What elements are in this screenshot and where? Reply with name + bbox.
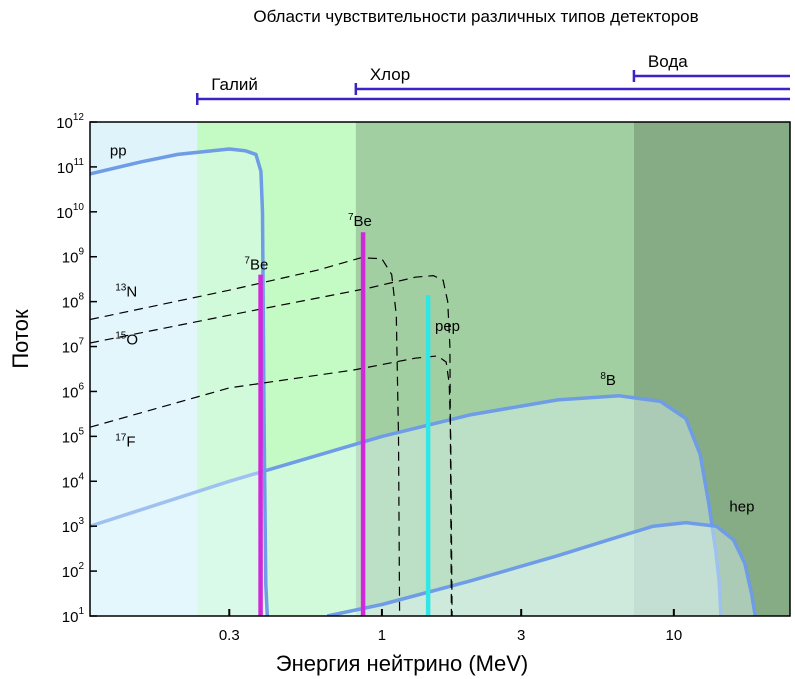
sensitivity-regions [90, 122, 790, 616]
series-label-15o: 15O [115, 331, 138, 349]
y-tick-label: 108 [62, 292, 85, 312]
plot-frame [89, 121, 791, 617]
region-1 [197, 122, 356, 616]
series-pp-fill [90, 149, 268, 616]
series-hep-fill [327, 522, 756, 616]
detector-ranges: Галий Хлор Вода [195, 52, 790, 105]
x-axis-title: Энергия нейтрино (MeV) [276, 651, 528, 676]
y-tick-label: 1010 [56, 202, 84, 222]
y-tick-label: 105 [62, 426, 85, 446]
series-layer [90, 147, 757, 616]
series-hep-line [326, 520, 757, 616]
y-axis-title: Поток [8, 309, 33, 369]
y-tick-label: 109 [62, 247, 85, 267]
detector-label-3: Вода [648, 52, 688, 71]
y-tick-label: 104 [62, 471, 85, 491]
y-tick-label: 103 [62, 516, 85, 536]
region-2 [355, 122, 634, 616]
series-labels: pp 8B hep 13N 15O 17F 7Be 7Be pep [110, 142, 755, 515]
series-label-pp: pp [110, 142, 127, 159]
x-tick-label: 1 [378, 627, 386, 644]
series-17f-line [90, 355, 453, 616]
series-label-7be-0-862-mev: 7Be [348, 212, 372, 230]
series-8b-fill [90, 395, 721, 616]
detector-label-1: Галий [211, 75, 258, 94]
x-tick-label: 0.3 [219, 627, 240, 644]
y-tick-label: 107 [62, 337, 85, 357]
series-label-8b: 8B [600, 371, 616, 389]
series-label-7be-0-384-mev: 7Be [244, 255, 268, 273]
y-tick-label: 106 [62, 381, 85, 401]
detector-label-2: Хлор [370, 65, 410, 84]
x-tick-label: 10 [665, 627, 682, 644]
chart-title: Области чувствительности различных типов… [253, 7, 698, 26]
series-label-13n: 13N [115, 283, 137, 301]
y-tick-label: 1011 [57, 157, 85, 177]
y-tick-label: 102 [62, 561, 85, 581]
series-label-17f: 17F [115, 432, 135, 450]
axes: 1011021031041051061071081091010101110120… [56, 112, 791, 644]
series-pp-line [90, 147, 270, 616]
y-tick-label: 1012 [56, 112, 84, 132]
series-label-pep: pep [435, 318, 460, 335]
y-tick-label: 101 [62, 606, 85, 626]
series-label-hep: hep [729, 499, 754, 516]
series-15o-line [90, 274, 452, 616]
series-8b-line [90, 394, 723, 616]
x-tick-label: 3 [517, 627, 525, 644]
